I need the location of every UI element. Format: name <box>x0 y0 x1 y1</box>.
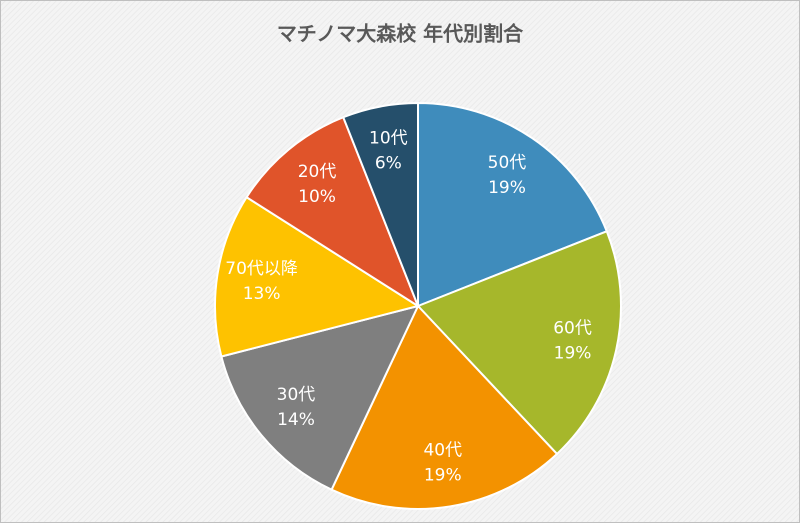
category-label: 10代 <box>369 128 408 148</box>
chart-title: マチノマ大森校 年代別割合 <box>277 22 524 46</box>
slice-label: 10代 6% <box>369 128 408 173</box>
slice-label: 60代 19% <box>553 319 592 364</box>
pie-slice <box>220 304 420 492</box>
pie: 50代 19%60代 19%40代 19%30代 14%70代以降 13%20代 10%10… <box>214 101 622 510</box>
value-label: 19% <box>554 344 592 364</box>
slice-label: 20代 10% <box>298 162 337 207</box>
value-label: 19% <box>424 465 462 485</box>
slice-label: 70代以降 13% <box>225 259 298 304</box>
pie-slice <box>245 115 421 309</box>
value-label: 14% <box>277 410 315 430</box>
pie-slice <box>330 304 559 510</box>
slice-label: 50代 19% <box>488 153 527 198</box>
category-label: 70代以降 <box>225 259 298 279</box>
slice-label: 30代 14% <box>277 385 316 430</box>
slice-label: 40代 19% <box>423 440 462 485</box>
category-label: 30代 <box>277 385 316 405</box>
value-label: 19% <box>488 178 526 198</box>
value-label: 10% <box>298 187 336 207</box>
pie-slice <box>341 101 419 307</box>
value-label: 6% <box>375 153 402 173</box>
value-label: 13% <box>243 284 281 304</box>
pie-slice <box>214 195 421 358</box>
pie-slice <box>417 101 609 308</box>
category-label: 40代 <box>423 440 462 460</box>
category-label: 50代 <box>488 153 527 173</box>
pie-slice <box>416 229 622 456</box>
category-label: 60代 <box>553 319 592 339</box>
category-label: 20代 <box>298 162 337 182</box>
